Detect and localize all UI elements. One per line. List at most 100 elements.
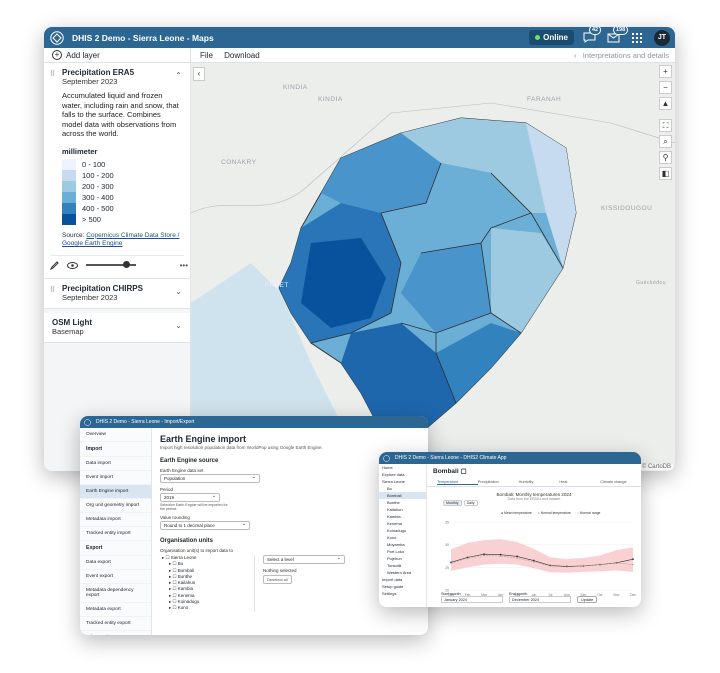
user-avatar[interactable]: JT (654, 29, 670, 46)
drag-handle-icon[interactable]: ⠿ (50, 286, 55, 294)
climate-sidebar-item[interactable]: Western Area (387, 570, 412, 575)
messages-button[interactable]: 42 (582, 27, 602, 45)
precipitation-map[interactable] (191, 63, 675, 471)
slider-thumb[interactable] (123, 261, 130, 268)
climate-sidebar-item[interactable]: Kenema (387, 521, 402, 526)
period-type-option[interactable]: Daily (463, 500, 478, 506)
map-attribution: © CartoDB (639, 464, 673, 470)
search-button[interactable]: ⌕ (659, 135, 672, 148)
interpretations-toggle[interactable]: ‹ Interpretations and details (573, 50, 669, 60)
level-select[interactable]: Select a level (263, 554, 345, 564)
sidebar-item[interactable]: Data export (80, 556, 151, 570)
update-button[interactable]: Update (577, 596, 598, 603)
climate-sidebar-item[interactable]: Kono (387, 535, 397, 540)
org-unit-tree-item[interactable]: ▸ ☐ Kenema (160, 593, 254, 599)
climate-sidebar-item[interactable]: Moyamba (387, 542, 405, 547)
climate-sidebar-item[interactable]: Home (382, 465, 393, 470)
checkbox-icon[interactable]: ▸ ☐ (169, 573, 178, 579)
checkbox-icon[interactable]: ▸ ☐ (162, 555, 171, 560)
layer-card-basemap[interactable]: ⌄ OSM Light Basemap (44, 312, 190, 343)
file-menu[interactable]: File (200, 50, 213, 60)
sidebar-item[interactable]: Metadata export (80, 603, 151, 617)
chevron-up-icon[interactable]: ⌃ (175, 71, 182, 80)
sidebar-item[interactable]: Data import (80, 457, 151, 471)
more-options-icon[interactable]: ••• (179, 260, 188, 270)
source-link[interactable]: Copernicus Climate Data Store / Google E… (62, 231, 180, 248)
dhis2-logo-icon[interactable] (50, 30, 64, 45)
interpretations-button[interactable]: 198 (606, 27, 629, 45)
org-unit-tree-item[interactable]: ▸ ☐ Bonthe (160, 574, 254, 580)
reset-bearing-button[interactable]: ▲ (659, 97, 672, 110)
climate-tab[interactable]: Heat (559, 480, 568, 484)
map-label-conakry: CONAKRY (221, 159, 257, 166)
rounding-select[interactable]: Round to 1 decimal place (160, 520, 250, 530)
sidebar-item[interactable]: Org unit geometry import (80, 499, 151, 513)
sidebar-item[interactable]: Job overview (80, 631, 151, 635)
drag-handle-icon[interactable]: ⠿ (50, 71, 55, 78)
dataset-select[interactable]: Population (160, 473, 260, 483)
collapse-panel-button[interactable]: ‹ (193, 67, 205, 81)
start-month-input[interactable]: January 2024 (441, 596, 503, 603)
climate-tab[interactable]: Climate change (600, 480, 627, 484)
climate-sidebar-item[interactable]: Bo (387, 486, 392, 491)
sidebar-item[interactable]: Tracked entity import (80, 527, 151, 541)
add-layer-button[interactable]: + Add layer (44, 48, 191, 62)
checkbox-icon[interactable]: ▸ ☐ (169, 605, 178, 611)
sidebar-item[interactable]: Earth Engine import (80, 485, 151, 499)
chevron-down-icon[interactable]: ⌄ (175, 320, 182, 330)
org-unit-tree-item[interactable]: ▸ ☐ Bo (160, 561, 254, 567)
climate-sidebar-item[interactable]: Pujehun (387, 556, 402, 561)
map-view[interactable]: KINDIA KINDIA FARANAH CONAKRY KISSIDOUGO… (191, 63, 675, 471)
org-unit-tree-item[interactable]: ▸ ☐ Sierra Leone (160, 555, 254, 561)
climate-sidebar-item[interactable]: Explore data (382, 472, 405, 477)
climate-sidebar-item[interactable]: Bonthe (387, 500, 400, 505)
visibility-eye-icon[interactable] (67, 261, 78, 269)
climate-sidebar-item[interactable]: Import data (382, 577, 403, 582)
org-unit-tree-item[interactable]: ▸ ☐ Bombali (160, 568, 254, 574)
org-unit-tree-item[interactable]: ▸ ☐ Kambia (160, 586, 254, 592)
climate-sidebar-item[interactable]: Bombali (379, 492, 426, 499)
sidebar-item[interactable]: Metadata import (80, 513, 151, 527)
checkbox-icon[interactable]: ▸ ☐ (169, 561, 178, 567)
climate-sidebar-item[interactable]: Kailahun (387, 507, 403, 512)
climate-tab[interactable]: Temperature (437, 480, 478, 485)
org-unit-tree-item[interactable]: ▸ ☐ Kono (160, 605, 254, 611)
apps-menu-button[interactable] (630, 31, 644, 45)
climate-tab[interactable]: Precipitation (477, 480, 499, 484)
sidebar-item[interactable]: Tracked entity export (80, 617, 151, 631)
sidebar-item[interactable]: Event export (80, 570, 151, 584)
checkbox-icon[interactable]: ▸ ☐ (169, 586, 178, 592)
climate-sidebar-item[interactable]: Tonkolili (387, 563, 402, 568)
climate-sidebar-item[interactable]: Setup guide (382, 584, 404, 589)
climate-sidebar-item[interactable]: Settings (382, 591, 397, 596)
info-icon[interactable]: ▢ (460, 468, 467, 475)
download-menu[interactable]: Download (224, 50, 260, 60)
edit-pencil-icon[interactable] (50, 260, 59, 270)
opacity-slider[interactable] (86, 261, 136, 268)
checkbox-icon[interactable]: ▸ ☐ (169, 567, 178, 573)
layer-card-chirps[interactable]: ⠿ ⌄ Precipitation CHIRPS September 2023 (44, 278, 190, 309)
checkbox-icon[interactable]: ▸ ☐ (169, 599, 178, 605)
climate-tab[interactable]: Humidity (518, 480, 534, 484)
sidebar-item[interactable]: Overview (80, 428, 151, 442)
sidebar-item[interactable]: Event import (80, 471, 151, 485)
org-unit-tree-item[interactable]: ▸ ☐ Kailahun (160, 580, 254, 586)
period-type-option[interactable]: Monthly (443, 500, 462, 506)
zoom-in-button[interactable]: + (659, 65, 672, 78)
checkbox-icon[interactable]: ▸ ☐ (169, 592, 178, 598)
fullscreen-button[interactable]: ⛶ (659, 119, 672, 132)
climate-sidebar-item[interactable]: Sierra Leone (382, 479, 405, 484)
chevron-down-icon[interactable]: ⌄ (175, 286, 182, 296)
deselect-all-button[interactable]: Deselect all (263, 575, 292, 584)
checkbox-icon[interactable]: ▸ ☐ (169, 580, 178, 586)
zoom-out-button[interactable]: − (659, 81, 672, 94)
zoom-to-content-button[interactable]: ⚲ (659, 151, 672, 164)
climate-sidebar-item[interactable]: Port Loko (387, 549, 405, 554)
period-select[interactable]: 2019 (160, 492, 220, 502)
climate-sidebar-item[interactable]: Koinadugu (387, 528, 407, 533)
org-unit-tree-item[interactable]: ▸ ☐ Koinadugu (160, 599, 254, 605)
sidebar-item[interactable]: Metadata dependency export (80, 584, 151, 603)
split-view-button[interactable]: ◧ (659, 167, 672, 180)
climate-sidebar-item[interactable]: Kambia (387, 514, 401, 519)
end-month-input[interactable]: December 2024 (509, 596, 571, 603)
